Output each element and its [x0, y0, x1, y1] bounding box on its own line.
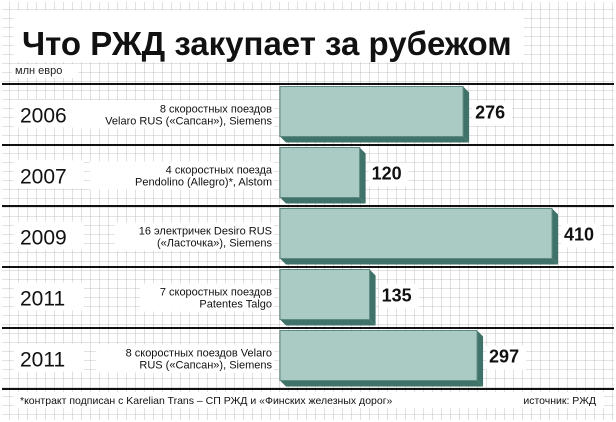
value-backdrop — [486, 345, 527, 370]
bar-shadow-bottom — [280, 197, 366, 204]
footnote-backdrop — [14, 392, 604, 408]
row-separator — [2, 388, 614, 390]
bar-value-label: 120 — [372, 164, 402, 184]
bar-shadow-bottom — [280, 380, 484, 387]
year-label: 2011 — [20, 349, 65, 372]
year-backdrop — [14, 160, 84, 189]
bar-description-line: Patentes Talgo — [199, 299, 272, 311]
bar — [279, 86, 464, 137]
footnote: *контракт подписан с Karelian Trans – СП… — [20, 395, 393, 407]
bar-value-label: 135 — [382, 286, 412, 306]
bar-description-line: Velaro RUS («Сапсан»), Siemens — [105, 116, 272, 128]
bar-value-label: 276 — [475, 103, 505, 123]
bar-shadow-bottom — [280, 136, 470, 143]
value-backdrop — [368, 162, 409, 187]
unit-label: млн евро — [15, 65, 62, 77]
unit-backdrop — [12, 64, 78, 78]
year-backdrop — [14, 99, 84, 128]
description-backdrop — [95, 344, 275, 373]
year-backdrop — [14, 221, 84, 250]
year-label: 2007 — [20, 166, 67, 189]
bar-description-line: 4 скоростных поезда — [166, 165, 273, 177]
title-backdrop — [14, 10, 524, 62]
row-separator — [2, 83, 614, 85]
bar-shadow-bottom — [280, 258, 559, 265]
value-backdrop — [378, 284, 419, 309]
chart-title: Что РЖД закупает за рубежом — [22, 25, 512, 62]
bar — [279, 147, 361, 198]
year-backdrop — [14, 343, 84, 372]
bar-description-line: 8 скоростных поездов Velaro — [126, 348, 272, 360]
bar-value-label: 410 — [564, 225, 594, 245]
value-backdrop — [472, 101, 513, 126]
year-label: 2009 — [20, 227, 67, 250]
bar-description-line: 7 скоростных поездов — [160, 287, 272, 299]
bar-value-label: 297 — [489, 347, 519, 367]
bar — [279, 269, 371, 320]
bar-shadow-side — [477, 330, 484, 387]
row-separator — [2, 144, 614, 146]
bar-description-line: 16 электричек Desiro RUS — [139, 226, 272, 238]
year-label: 2011 — [20, 288, 65, 311]
source-label: источник: РЖД — [523, 395, 596, 407]
bar-description-line: 8 скоростных поездов — [160, 104, 272, 116]
bar-shadow-side — [552, 208, 559, 265]
bar-shadow-side — [359, 147, 366, 204]
bar-shadow-side — [463, 86, 470, 143]
bar-description-line: Pendolino (Allegro)*, Alstom — [135, 177, 272, 189]
value-backdrop — [561, 223, 602, 248]
description-backdrop — [140, 283, 274, 312]
description-backdrop — [89, 161, 274, 190]
bar-shadow-side — [369, 269, 376, 326]
description-backdrop — [114, 222, 274, 251]
description-backdrop — [77, 100, 274, 129]
year-label: 2006 — [20, 105, 67, 128]
bar-description-line: («Ласточка»), Siemens — [157, 238, 273, 250]
row-separator — [2, 205, 614, 207]
bar-shadow-bottom — [280, 319, 376, 326]
row-separator — [2, 327, 614, 329]
bar-description-line: RUS («Сапсан»), Siemens — [139, 360, 272, 372]
bar — [279, 208, 553, 259]
year-backdrop — [14, 282, 84, 311]
bar — [279, 330, 478, 381]
row-separator — [2, 266, 614, 268]
